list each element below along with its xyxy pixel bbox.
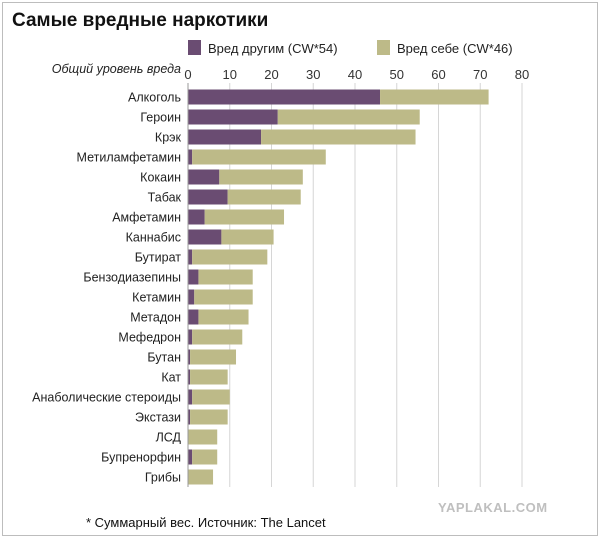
legend-label: Вред себе (CW*46) [397, 41, 513, 56]
bar-harm-to-self [192, 149, 326, 165]
bar-harm-to-self [277, 109, 420, 125]
category-label: Героин [140, 111, 181, 125]
bar-harm-to-others [188, 409, 191, 425]
bar-harm-to-others [188, 349, 191, 365]
bar-harm-to-others [188, 449, 193, 465]
bar-harm-to-self [221, 229, 274, 245]
footnote: * Суммарный вес. Источник: The Lancet [86, 515, 326, 530]
category-label: Мефедрон [118, 331, 181, 345]
category-label: Бутан [147, 351, 181, 365]
bar-harm-to-self [198, 269, 253, 285]
bar-harm-to-self [190, 349, 237, 365]
category-label: Крэк [155, 131, 182, 145]
category-label: Экстази [135, 411, 181, 425]
category-label: ЛСД [156, 431, 182, 445]
watermark: YAPLAKAL.COM [438, 500, 548, 515]
x-tick-label: 20 [264, 67, 278, 82]
bar-harm-to-others [188, 149, 193, 165]
legend-swatch [188, 40, 201, 55]
x-tick-label: 0 [184, 67, 191, 82]
bar-harm-to-self [190, 409, 228, 425]
category-label: Кат [161, 371, 181, 385]
category-label: Анаболические стероиды [32, 391, 181, 405]
chart-title: Самые вредные наркотики [12, 10, 268, 31]
bar-harm-to-others [188, 369, 191, 385]
bar-harm-to-others [188, 169, 220, 185]
x-tick-label: 60 [431, 67, 445, 82]
x-tick-label: 50 [390, 67, 404, 82]
legend-swatch [377, 40, 390, 55]
bar-harm-to-self [219, 169, 303, 185]
bar-harm-to-self [194, 289, 253, 305]
category-label: Грибы [145, 471, 181, 485]
bar-harm-to-self [198, 309, 249, 325]
category-label: Табак [148, 191, 182, 205]
category-label: Алкоголь [128, 91, 181, 105]
bar-harm-to-others [188, 109, 278, 125]
bar-harm-to-self [227, 189, 301, 205]
bar-harm-to-others [188, 249, 193, 265]
x-tick-label: 30 [306, 67, 320, 82]
x-tick-label: 70 [473, 67, 487, 82]
bar-harm-to-others [188, 329, 193, 345]
bar-harm-to-others [188, 189, 228, 205]
bar-harm-to-self [190, 369, 228, 385]
bar-harm-to-others [188, 389, 193, 405]
category-label: Метиламфетамин [77, 151, 182, 165]
category-label: Метадон [130, 311, 181, 325]
legend-label: Вред другим (CW*54) [208, 41, 338, 56]
bar-harm-to-self [192, 389, 230, 405]
x-tick-label: 10 [223, 67, 237, 82]
bar-harm-to-others [188, 309, 199, 325]
category-label: Кетамин [132, 291, 181, 305]
bar-harm-to-self [380, 89, 489, 105]
bar-harm-to-others [188, 289, 195, 305]
x-tick-label: 40 [348, 67, 362, 82]
bar-harm-to-self [192, 449, 218, 465]
bar-harm-to-self [188, 429, 218, 445]
x-tick-label: 80 [515, 67, 529, 82]
category-label: Бензодиазепины [83, 271, 181, 285]
bar-harm-to-others [188, 229, 222, 245]
x-axis-label: Общий уровень вреда [52, 62, 181, 76]
bar-harm-to-others [188, 209, 205, 225]
bar-harm-to-others [188, 129, 262, 145]
bar-harm-to-self [192, 329, 243, 345]
bar-harm-to-self [188, 469, 214, 485]
bar-harm-to-self [204, 209, 285, 225]
bar-harm-to-self [261, 129, 416, 145]
category-label: Кокаин [140, 171, 181, 185]
category-label: Амфетамин [112, 211, 181, 225]
category-label: Бутират [135, 251, 182, 265]
bar-harm-to-others [188, 89, 381, 105]
category-label: Каннабис [126, 231, 181, 245]
bar-harm-to-self [192, 249, 268, 265]
bar-harm-to-others [188, 269, 199, 285]
category-label: Бупренорфин [101, 451, 181, 465]
